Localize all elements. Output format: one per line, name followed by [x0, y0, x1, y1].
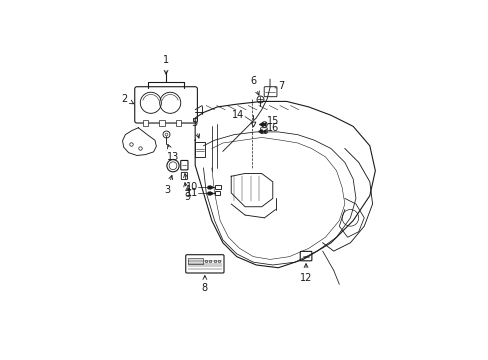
FancyBboxPatch shape	[135, 87, 197, 123]
Text: 1: 1	[163, 55, 169, 74]
Text: 2: 2	[121, 94, 133, 104]
Text: 7: 7	[277, 81, 284, 91]
Text: 12: 12	[299, 264, 312, 283]
Text: 5: 5	[191, 118, 199, 138]
Bar	[214, 185, 220, 189]
Bar	[175, 120, 181, 126]
Text: 15: 15	[267, 116, 279, 126]
Bar	[142, 120, 148, 126]
Text: 9: 9	[183, 183, 190, 202]
FancyBboxPatch shape	[185, 255, 224, 273]
FancyBboxPatch shape	[300, 251, 311, 261]
Text: 8: 8	[202, 276, 207, 293]
Bar	[188, 258, 203, 264]
Bar	[159, 120, 164, 126]
FancyBboxPatch shape	[260, 128, 267, 133]
Text: 16: 16	[267, 123, 279, 133]
FancyBboxPatch shape	[264, 87, 276, 97]
Text: 11: 11	[185, 188, 198, 198]
Bar	[214, 191, 219, 195]
FancyBboxPatch shape	[181, 161, 187, 170]
Text: 6: 6	[250, 76, 259, 95]
FancyBboxPatch shape	[181, 172, 187, 180]
Text: 10: 10	[185, 182, 198, 192]
Text: 14: 14	[232, 110, 244, 120]
Text: 3: 3	[164, 175, 172, 195]
Text: 13: 13	[167, 144, 179, 162]
Text: 4: 4	[183, 174, 190, 194]
Bar	[195, 141, 204, 157]
